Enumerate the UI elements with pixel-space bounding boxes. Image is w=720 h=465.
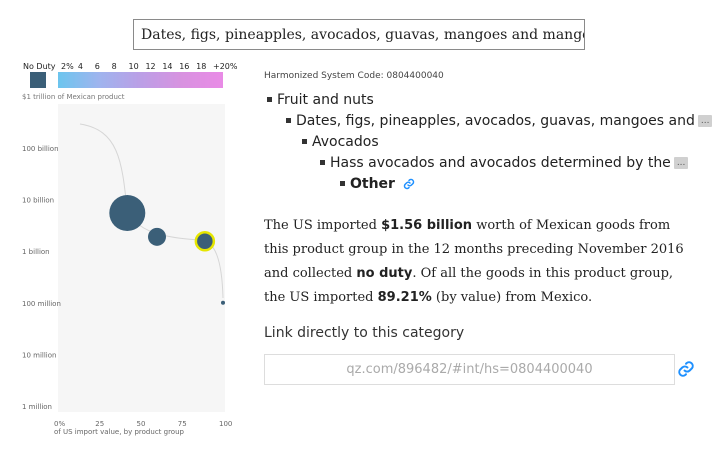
duty-value: no duty xyxy=(356,266,413,281)
duty-scale-label: 16 xyxy=(179,62,190,71)
no-duty-swatch xyxy=(30,72,46,88)
summary-text: worth of Mexican goods from this product… xyxy=(264,218,684,281)
import-amount: $1.56 billion xyxy=(381,218,473,233)
breadcrumb-item-other[interactable]: Other xyxy=(340,176,415,192)
hs-code-label: Harmonized System Code: 0804400040 xyxy=(264,71,444,81)
x-tick-label: 0% xyxy=(54,420,65,428)
duty-scale-label: 6 xyxy=(94,62,100,71)
x-tick-label: 75 xyxy=(178,420,187,428)
category-search-input[interactable] xyxy=(133,19,585,50)
bullet-icon xyxy=(340,180,345,186)
duty-scale-label: 18 xyxy=(196,62,207,71)
y-tick-label: 1 million xyxy=(22,403,52,411)
breadcrumb-item-fruit-and-nuts[interactable]: Fruit and nuts xyxy=(267,92,374,108)
no-duty-label: No Duty xyxy=(23,62,56,71)
import-share: 89.21% xyxy=(377,290,432,305)
y-tick-label: 10 million xyxy=(22,351,56,359)
duty-scale-label: 4 xyxy=(77,62,83,71)
link-icon[interactable] xyxy=(403,178,415,190)
copy-link-icon[interactable] xyxy=(677,360,695,378)
breadcrumb-item-hass-avocados[interactable]: Hass avocados and avocados determined by… xyxy=(320,155,689,171)
y-tick-label: 10 billion xyxy=(22,197,54,205)
breadcrumb-item-dates-figs[interactable]: Dates, figs, pineapples, avocados, guava… xyxy=(286,113,713,129)
summary-text: The US imported xyxy=(264,218,382,233)
category-link-input[interactable] xyxy=(264,354,675,385)
link-heading: Link directly to this category xyxy=(264,325,465,341)
duty-gradient-bar xyxy=(58,72,223,88)
breadcrumb-label: Dates, figs, pineapples, avocados, guava… xyxy=(296,113,695,129)
bullet-icon xyxy=(320,159,325,165)
duty-scale-label: 10 xyxy=(128,62,139,71)
trend-curve xyxy=(79,123,224,299)
y-tick-label: 100 billion xyxy=(22,145,59,153)
summary-text: . Of all the goods in this product group… xyxy=(264,266,674,305)
bullet-icon xyxy=(302,138,307,144)
duty-scale-label: 14 xyxy=(162,62,173,71)
x-tick-label: 50 xyxy=(137,420,146,428)
chart-subtitle: $1 trillion of Mexican product xyxy=(22,93,125,101)
duty-scale-label: 8 xyxy=(111,62,117,71)
duty-scale-label: 12 xyxy=(145,62,156,71)
ellipsis-button[interactable]: ... xyxy=(673,157,689,169)
y-tick-label: 1 billion xyxy=(22,248,50,256)
duty-scale-label: 2% xyxy=(61,62,74,71)
summary-paragraph: The US imported $1.56 billion worth of M… xyxy=(264,214,684,310)
selected-product-point[interactable] xyxy=(194,230,216,252)
duty-scale-label: +20% xyxy=(213,62,238,71)
plot-area xyxy=(58,104,225,412)
bullet-icon xyxy=(267,96,272,102)
ellipsis-button[interactable]: ... xyxy=(697,115,713,127)
breadcrumb-item-avocados[interactable]: Avocados xyxy=(302,134,379,150)
product-group-point[interactable] xyxy=(109,194,146,231)
product-group-point[interactable] xyxy=(148,227,166,246)
x-tick-label: 100 xyxy=(219,420,232,428)
breadcrumb-label: Fruit and nuts xyxy=(277,92,374,108)
x-axis-label: of US import value, by product group xyxy=(54,428,185,436)
breadcrumb-label: Hass avocados and avocados determined by… xyxy=(330,155,671,171)
breadcrumb-label: Other xyxy=(350,176,395,192)
breadcrumb-label: Avocados xyxy=(312,134,379,150)
product-group-point[interactable] xyxy=(221,300,225,305)
summary-text: (by value) from Mexico. xyxy=(431,290,593,305)
bullet-icon xyxy=(286,117,291,123)
y-tick-label: 100 million xyxy=(22,300,61,308)
x-tick-label: 25 xyxy=(95,420,104,428)
scatter-chart: 100 billion 10 billion 1 billion 100 millio… xyxy=(22,104,232,436)
